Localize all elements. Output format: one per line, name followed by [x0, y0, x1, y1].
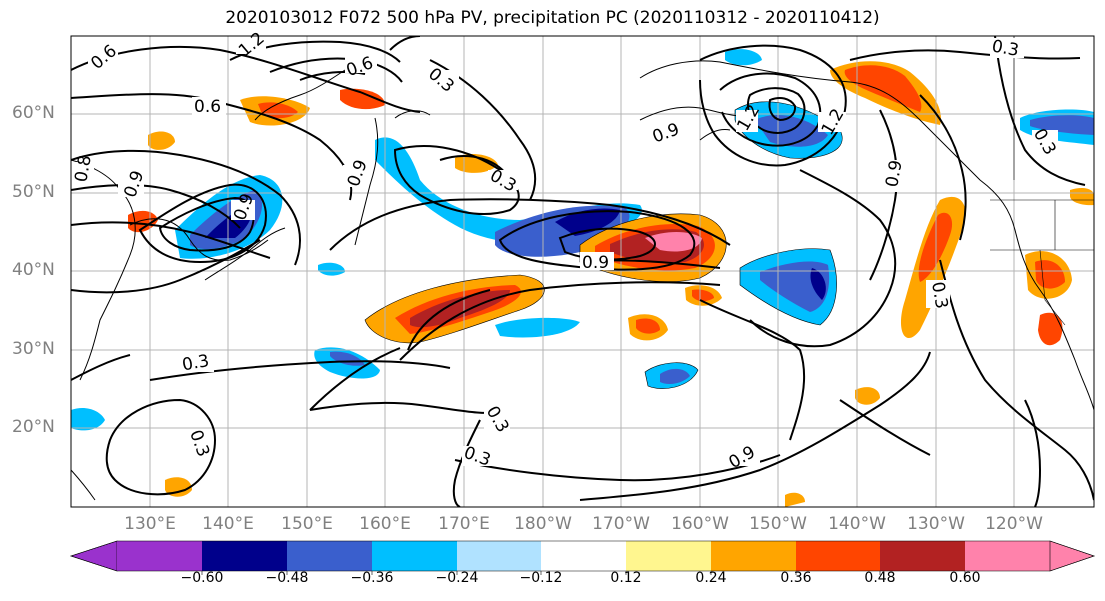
contour-label: 0.8	[71, 154, 95, 184]
pos-anomaly-coast-core	[918, 212, 953, 282]
neg-anomaly-sw	[318, 262, 345, 276]
colorbar-tick-label: 0.60	[949, 570, 981, 586]
colorbar-tick-label: −0.36	[350, 570, 394, 586]
colorbar-tick-label: −0.48	[265, 570, 309, 586]
colorbar-tick-label: 0.48	[864, 570, 896, 586]
colorbar-segment	[541, 541, 626, 571]
neg-anomaly-alaska-n	[725, 49, 762, 66]
colorbar-segment	[202, 541, 287, 571]
colorbar-segment	[287, 541, 372, 571]
contour-label: 0.6	[194, 97, 221, 117]
lat-label: 40°N	[12, 260, 55, 280]
lat-label: 20°N	[12, 417, 55, 437]
neg-anomaly-central-core	[555, 208, 620, 236]
colorbar-tick-label: 0.24	[695, 570, 727, 586]
contour-label: 0.3	[990, 37, 1020, 61]
colorbar-extend-low	[70, 540, 118, 572]
pos-anomaly-small1	[455, 154, 498, 173]
colorbar-segment	[117, 541, 202, 571]
lon-label: 160°E	[359, 514, 411, 534]
pos-anomaly-s2-core	[692, 289, 714, 302]
lat-label: 50°N	[12, 182, 55, 202]
pos-anomaly-alaska-core	[844, 65, 922, 112]
colorbar-tick-label: 0.12	[610, 570, 642, 586]
colorbar-tick-label: −0.12	[519, 570, 563, 586]
neg-anomaly-sw-edge	[71, 408, 105, 431]
political-borders	[990, 36, 1094, 326]
lon-label: 170°E	[438, 514, 490, 534]
lon-label: 130°W	[907, 514, 965, 534]
neg-anomaly-ne-inner	[810, 268, 826, 300]
colorbar-segment	[457, 541, 541, 571]
colorbar-tick-label: −0.60	[180, 570, 224, 586]
lon-label: 170°W	[592, 514, 650, 534]
lon-label: 120°W	[985, 514, 1043, 534]
neg-anomaly-south1	[495, 317, 580, 338]
pv-contours	[71, 36, 1094, 507]
lon-label: 150°W	[749, 514, 807, 534]
grid	[71, 36, 1094, 507]
anomaly-outlines	[364, 101, 843, 389]
lon-label: 180°W	[514, 514, 572, 534]
lon-label: 160°W	[671, 514, 729, 534]
lon-label: 140°E	[202, 514, 254, 534]
colorbar-segment	[796, 541, 880, 571]
colorbar-extend-high	[1049, 540, 1095, 572]
pos-anomaly-west-dark	[410, 290, 510, 328]
lon-label: 130°E	[124, 514, 176, 534]
pos-anomaly-calif2	[1038, 312, 1063, 346]
pos-anomaly-s1-core	[636, 318, 660, 334]
contour-label: 0.3	[181, 351, 211, 375]
pos-anomaly-small3	[785, 492, 805, 507]
neg-anomaly-canada-core	[1030, 115, 1094, 135]
colorbar-segment	[711, 541, 796, 571]
pos-anomaly-kam2	[340, 88, 385, 110]
contour-label: 0.9	[582, 253, 609, 273]
lon-label: 150°E	[281, 514, 333, 534]
lon-label: 140°W	[828, 514, 886, 534]
colorbar-ticks	[201, 571, 966, 575]
contour-label: 0.9	[882, 159, 906, 189]
colorbar-segment	[372, 541, 457, 571]
pos-anomaly-calif-core	[1035, 260, 1065, 289]
colorbar-segment	[965, 541, 1050, 571]
colorbar-segment	[880, 541, 965, 571]
map-title: 2020103012 F072 500 hPa PV, precipitatio…	[225, 8, 880, 28]
pos-anomaly-small2	[855, 387, 880, 405]
lat-label: 30°N	[12, 339, 55, 359]
pos-anomaly-nw-canada	[1070, 188, 1094, 206]
pos-anomaly-nw1	[148, 131, 175, 150]
colorbar-tick-label: 0.36	[780, 570, 812, 586]
contour-label: 0.3	[927, 280, 951, 310]
colorbar-segment	[626, 541, 711, 571]
neg-anomaly-s3-core	[660, 368, 690, 384]
colorbar-tick-label: −0.24	[435, 570, 479, 586]
colorbar	[70, 540, 1095, 575]
lat-label: 60°N	[12, 103, 55, 123]
pos-anomaly-south-w	[165, 477, 192, 497]
pos-anomaly-central-max	[645, 232, 702, 252]
coastlines	[71, 60, 1094, 501]
